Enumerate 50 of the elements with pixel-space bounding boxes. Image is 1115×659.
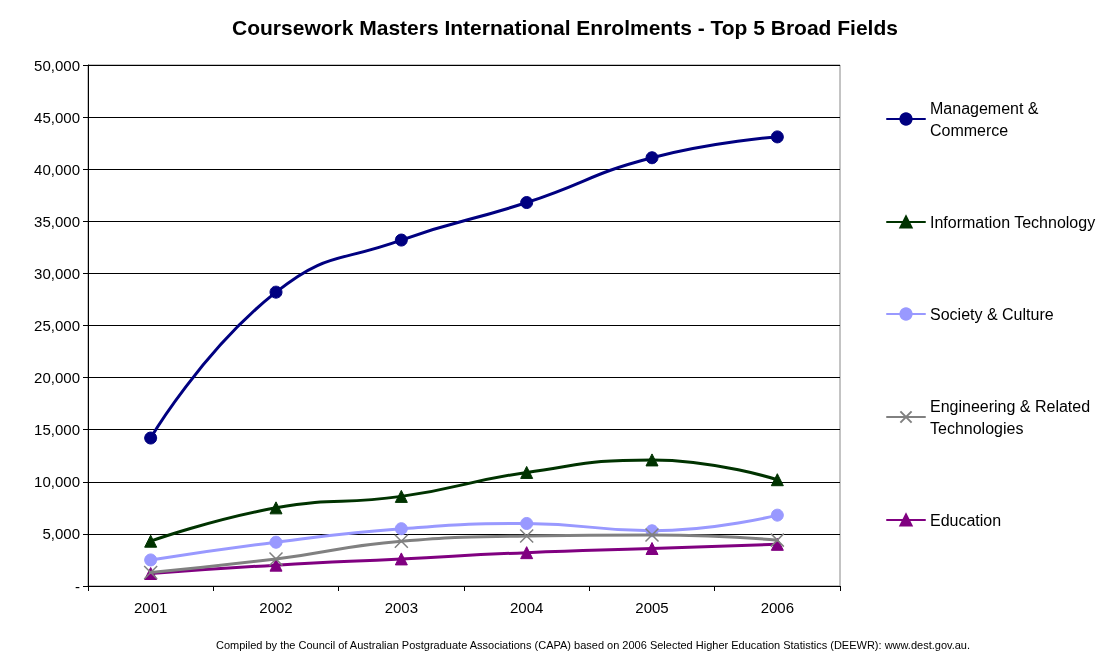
point [645,541,659,555]
point [770,130,784,144]
point [770,508,784,522]
legend-label: Education [930,511,1002,529]
point [520,546,534,560]
point [520,196,534,210]
y-tick-label: 5,000 [42,525,80,543]
x-tick-label: 2004 [509,599,544,616]
y-tick-label: 45,000 [34,108,80,126]
y-tick-label: 25,000 [34,317,80,334]
y-tick-label: 10,000 [34,473,80,491]
y-tick-label: 20,000 [34,369,80,387]
y-tick-label: 15,000 [34,421,80,439]
point [269,501,283,515]
y-tick-label: 40,000 [34,160,80,178]
point [144,534,158,548]
y-tick-label: - [75,577,80,595]
point [394,489,408,503]
point [144,431,158,445]
y-tick-label: 30,000 [34,264,80,282]
point [520,516,534,530]
x-tick-label: 2002 [259,599,293,616]
point [394,233,408,247]
point [144,553,158,567]
point [394,533,409,549]
point [269,558,283,572]
point [519,528,534,544]
y-tick-label: 50,000 [34,56,80,74]
x-tick-label: 2003 [384,599,419,616]
chart-title: Coursework Masters International Enrolments - Top 5 Broad Fields [232,16,898,39]
point [520,465,534,479]
point [770,473,784,487]
y-tick-label: 35,000 [34,212,80,230]
x-tick-label: 2005 [635,599,669,616]
point [268,551,284,567]
point [644,527,660,543]
point [645,453,659,467]
legend-label: Management & Commerce [930,99,1043,139]
point [770,532,785,548]
point [269,285,283,299]
legend-label: Information Technology [930,213,1096,231]
point [269,535,283,549]
legend-label: Engineering & Related Technologies [930,397,1095,437]
point [645,151,659,165]
legend-label: Society & Culture [930,305,1054,323]
x-tick-label: 2001 [133,599,168,616]
point [394,522,408,536]
point [394,552,408,566]
text: Compiled by the Council of Australian Postgraduate Associations (CAPA) based on 2006 Selected Higher Education Statistics (DEEWR): www.dest.gov.au. [215,638,971,651]
x-tick-label: 2006 [760,599,795,616]
